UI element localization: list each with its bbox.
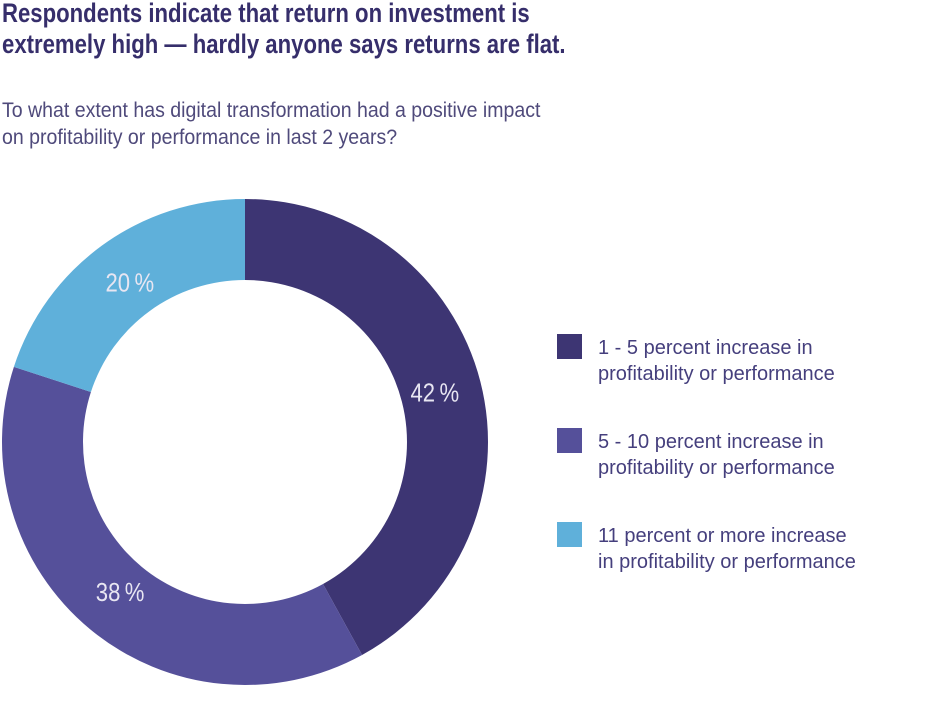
legend-item-5-10-percent: 5 - 10 percent increase in profitability… (557, 428, 856, 481)
chart-title-line2: extremely high — hardly anyone says retu… (2, 29, 566, 59)
legend-label-line: 1 - 5 percent increase in (598, 337, 813, 359)
legend-item-11-percent-or-more: 11 percent or more increase in profitabi… (557, 522, 856, 575)
legend-label-1-5-percent: 1 - 5 percent increase in profitability … (598, 335, 835, 387)
donut-slice-2 (13, 199, 246, 392)
legend-label-11-percent-or-more: 11 percent or more increase in profitabi… (598, 523, 856, 575)
donut-chart: 42 % 38 % 20 % (1, 199, 488, 686)
legend-swatch-5-10-percent (557, 428, 582, 453)
survey-question: To what extent has digital transformatio… (2, 97, 540, 151)
legend-swatch-1-5-percent (557, 334, 582, 359)
legend-label-line: profitability or performance (598, 457, 835, 479)
slice-value-label-1: 38 % (96, 578, 145, 607)
survey-question-line1: To what extent has digital transformatio… (2, 99, 541, 122)
legend-label-line: 11 percent or more increase (598, 525, 847, 547)
slice-value-label-2: 20 % (105, 269, 154, 298)
chart-title-line1: Respondents indicate that return on inve… (2, 0, 530, 28)
slice-value-label-0: 42 % (410, 379, 459, 408)
legend-label-5-10-percent: 5 - 10 percent increase in profitability… (598, 429, 835, 481)
legend-label-line: profitability or performance (598, 363, 835, 385)
legend-swatch-11-percent-or-more (557, 522, 582, 547)
legend-item-1-5-percent: 1 - 5 percent increase in profitability … (557, 334, 856, 387)
chart-title: Respondents indicate that return on inve… (2, 0, 566, 60)
chart-legend: 1 - 5 percent increase in profitability … (557, 334, 856, 616)
donut-slice-1 (1, 366, 363, 686)
donut-slice-0 (245, 199, 488, 655)
legend-label-line: 5 - 10 percent increase in (598, 431, 824, 453)
survey-question-line2: on profitability or performance in last … (2, 126, 398, 149)
legend-label-line: in profitability or performance (598, 551, 856, 573)
